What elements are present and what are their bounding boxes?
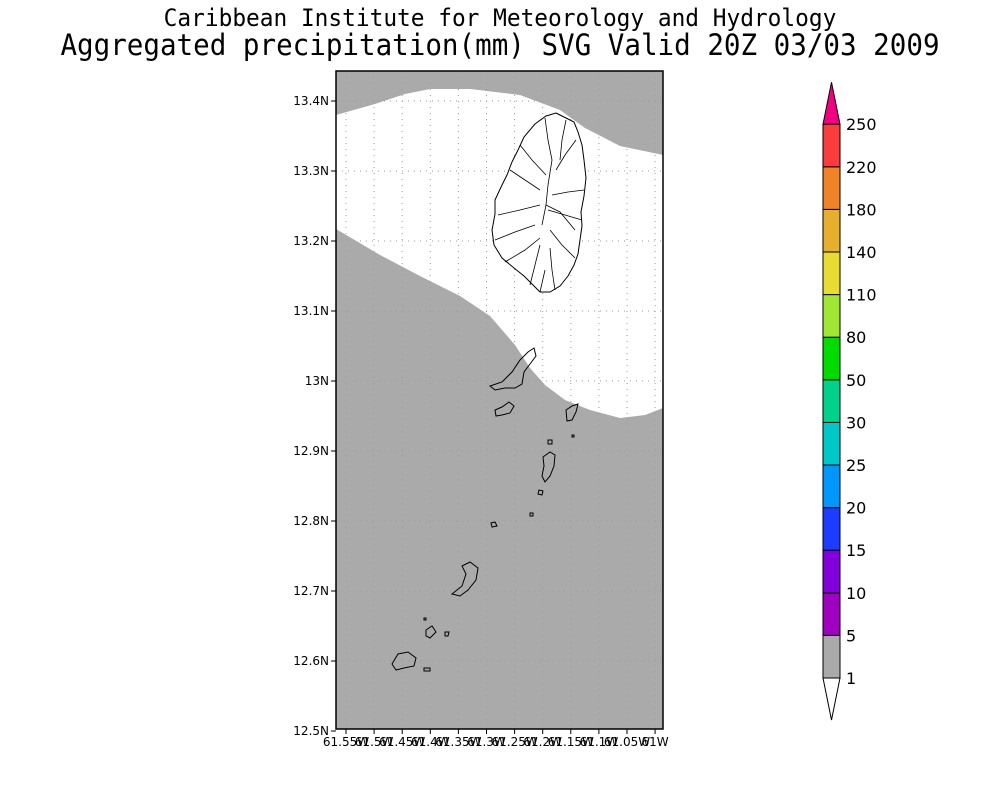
- st-vincent-island: [491, 112, 587, 293]
- mustique-island: [565, 403, 579, 422]
- legend-top-arrow: [822, 82, 841, 125]
- latitude-axis: 13.4N 13.3N 13.2N 13.1N 13N 12.9N 12.8N 12.7N 12…: [293, 94, 336, 738]
- small-islet-9: [423, 667, 431, 672]
- small-islet-4: [529, 512, 534, 517]
- lat-label: 13.1N: [293, 304, 329, 318]
- legend-bottom-arrow: [822, 677, 841, 721]
- petite-martinique-island: [391, 651, 417, 671]
- lon-label: 61.15W: [548, 735, 594, 749]
- small-islet-6: [423, 617, 427, 621]
- map-frame: [335, 70, 664, 730]
- legend-label: 30: [846, 413, 866, 432]
- lon-label: 61.45W: [379, 735, 425, 749]
- legend-label: 110: [846, 286, 877, 305]
- bequia-islet: [494, 401, 515, 417]
- legend-swatch: [822, 421, 841, 466]
- small-islet-3: [537, 489, 544, 496]
- legend-label: 220: [846, 158, 877, 177]
- legend-label: 80: [846, 328, 866, 347]
- coastlines: [391, 112, 587, 672]
- legend-swatch: [822, 379, 841, 423]
- carriacou-island: [450, 561, 479, 597]
- lon-label: 61.25W: [491, 735, 537, 749]
- legend-swatch: [822, 251, 841, 296]
- precip-shading: [336, 71, 663, 729]
- bequia-island: [488, 347, 537, 391]
- lon-label: 61.4W: [411, 735, 450, 749]
- legend-label: 50: [846, 371, 866, 390]
- small-islet-8: [444, 631, 450, 637]
- longitude-axis: 61.55W61.5W61.45W61.4W61.35W61.3W61.25W6…: [323, 729, 669, 749]
- legend-swatch: [822, 507, 841, 551]
- shaded-area-south: [336, 229, 663, 729]
- legend-swatch: [822, 464, 841, 509]
- lon-label: 61.5W: [355, 735, 394, 749]
- small-islet-7: [425, 625, 437, 639]
- legend-label: 250: [846, 115, 877, 134]
- product-title: Aggregated precipitation(mm) SVG Valid 2…: [60, 28, 940, 62]
- legend-label: 180: [846, 200, 877, 219]
- legend-swatch: [822, 634, 841, 679]
- small-islet-1: [571, 434, 575, 438]
- island-watersheds: [494, 117, 585, 293]
- lat-label: 13.2N: [293, 234, 329, 248]
- lon-label: 61.05W: [604, 735, 650, 749]
- legend-swatch: [822, 294, 841, 338]
- lat-label: 13N: [305, 374, 329, 388]
- lat-label: 13.4N: [293, 94, 329, 108]
- legend-label: 15: [846, 541, 866, 560]
- legend-swatch: [822, 123, 841, 168]
- legend-label: 1: [846, 669, 856, 688]
- lon-label: 61.2W: [523, 735, 562, 749]
- lon-label: 61.1W: [580, 735, 619, 749]
- legend-label: 25: [846, 456, 866, 475]
- institute-title: Caribbean Institute for Meteorology and …: [163, 4, 837, 32]
- lon-label: 61.35W: [435, 735, 481, 749]
- legend-swatch: [822, 336, 841, 381]
- legend-swatch: [822, 549, 841, 594]
- legend-label: 140: [846, 243, 877, 262]
- legend-swatch: [822, 592, 841, 636]
- small-islet-5: [490, 521, 498, 528]
- lat-label: 13.3N: [293, 164, 329, 178]
- lat-label: 12.6N: [293, 654, 329, 668]
- lon-label: 61W: [642, 735, 669, 749]
- lat-label: 12.9N: [293, 444, 329, 458]
- canouan-island: [541, 451, 556, 483]
- legend-label: 20: [846, 499, 866, 518]
- lat-label: 12.5N: [293, 724, 329, 738]
- legend-label: 10: [846, 584, 866, 603]
- lat-lon-grid: [336, 71, 663, 729]
- lon-label: 61.3W: [467, 735, 506, 749]
- lat-label: 12.8N: [293, 514, 329, 528]
- shaded-area-north: [336, 71, 663, 155]
- lon-label: 61.55W: [323, 735, 369, 749]
- legend-swatch: [822, 208, 841, 253]
- legend-swatch: [822, 166, 841, 210]
- legend-label: 5: [846, 626, 856, 645]
- lat-label: 12.7N: [293, 584, 329, 598]
- small-islet-2: [547, 439, 553, 445]
